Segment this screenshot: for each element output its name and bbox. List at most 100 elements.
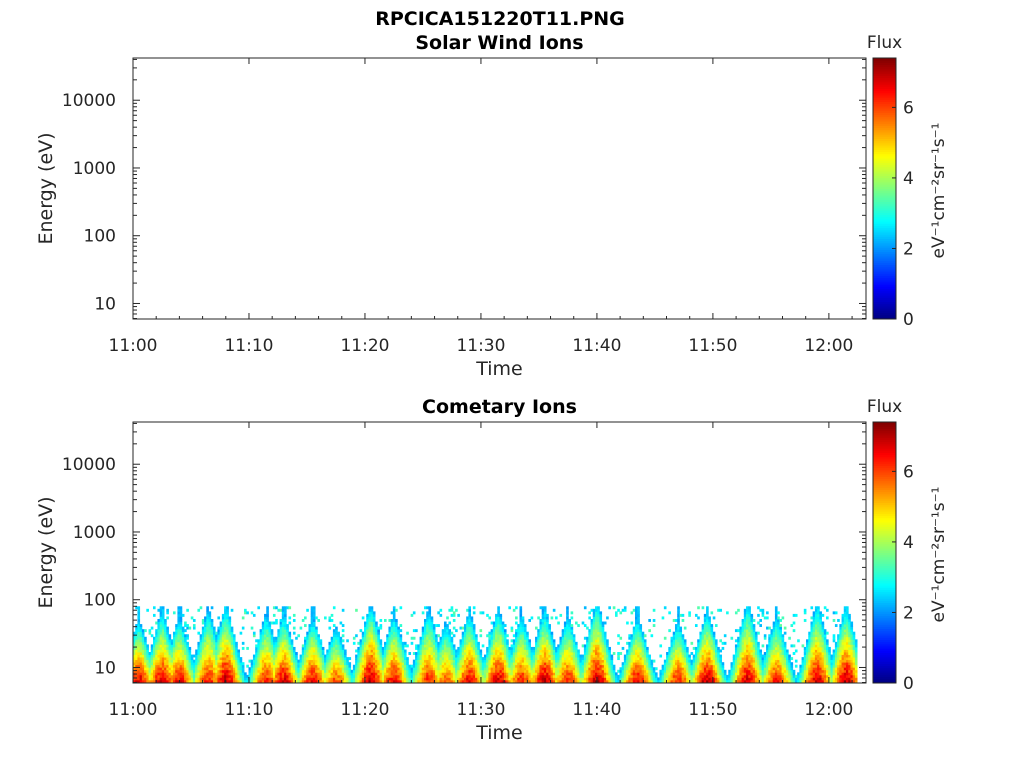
heatmap-cell <box>361 677 365 681</box>
heatmap-cell <box>281 657 285 661</box>
heatmap-cell <box>497 664 500 668</box>
heatmap-cell <box>266 664 269 668</box>
heatmap-cell <box>497 652 500 655</box>
heatmap-cell <box>139 636 143 640</box>
heatmap-cell <box>519 636 523 640</box>
heatmap-cell <box>326 654 329 658</box>
heatmap-cell <box>388 629 392 633</box>
heatmap-cell <box>426 672 429 676</box>
heatmap-cell <box>490 667 494 671</box>
heatmap-cell <box>523 679 527 683</box>
heatmap-cell <box>490 654 494 658</box>
heatmap-cell <box>312 646 316 650</box>
heatmap-cell <box>215 646 218 650</box>
heatmap-cell <box>179 646 183 650</box>
heatmap-cell <box>423 606 427 610</box>
heatmap-cell <box>372 621 376 625</box>
heatmap-cell <box>646 646 649 650</box>
heatmap-cell <box>512 677 516 681</box>
heatmap-cell <box>430 629 434 633</box>
heatmap-cell <box>157 659 161 663</box>
heatmap-cell <box>281 677 285 681</box>
heatmap-cell <box>177 646 181 650</box>
colorbar-swatch <box>873 145 896 148</box>
heatmap-cell <box>432 639 436 643</box>
colorbar-swatch <box>873 305 896 309</box>
heatmap-cell <box>606 639 609 643</box>
heatmap-cell <box>172 672 176 676</box>
heatmap-cell <box>630 674 634 678</box>
heatmap-cell <box>224 674 227 678</box>
heatmap-cell <box>381 664 385 668</box>
heatmap-cell <box>577 674 580 678</box>
heatmap-cell <box>359 677 363 681</box>
heatmap-cell <box>541 654 545 658</box>
heatmap-cell <box>315 646 318 650</box>
heatmap-cell <box>237 679 241 683</box>
heatmap-cell <box>472 674 476 678</box>
heatmap-cell <box>259 667 263 671</box>
heatmap-cell <box>608 677 611 681</box>
heatmap-cell <box>630 662 634 666</box>
heatmap-cell <box>215 634 218 638</box>
heatmap-cell <box>239 659 243 663</box>
heatmap-cell <box>348 657 352 661</box>
heatmap-cell <box>421 631 425 635</box>
heatmap-cell <box>488 674 492 678</box>
heatmap-cell <box>288 659 292 663</box>
heatmap-cell <box>257 654 261 658</box>
heatmap-cell <box>239 669 243 673</box>
heatmap-cell <box>526 672 529 676</box>
heatmap-cell <box>317 654 320 658</box>
heatmap-cell <box>388 618 392 622</box>
heatmap-cell <box>632 636 636 640</box>
heatmap-cell <box>428 618 432 622</box>
heatmap-cell <box>221 641 225 645</box>
heatmap-cell <box>275 641 278 645</box>
heatmap-cell <box>288 664 292 668</box>
heatmap-cell <box>463 674 467 678</box>
heatmap-cell <box>255 652 258 655</box>
heatmap-cell <box>606 646 609 650</box>
heatmap-cell <box>568 657 571 661</box>
heatmap-cell <box>546 621 549 625</box>
heatmap-cell <box>190 654 194 658</box>
heatmap-cell <box>361 646 365 650</box>
heatmap-cell <box>401 654 405 658</box>
heatmap-cell <box>603 649 607 653</box>
heatmap-cell <box>341 657 345 661</box>
heatmap-cell <box>617 654 620 658</box>
heatmap-cell <box>419 674 423 678</box>
heatmap-cell <box>603 662 607 666</box>
heatmap-cell <box>370 664 374 668</box>
heatmap-cell <box>366 641 369 645</box>
heatmap-cell <box>532 672 536 676</box>
heatmap-cell <box>572 654 576 658</box>
heatmap-cell <box>570 674 574 678</box>
heatmap-cell <box>266 624 269 628</box>
heatmap-cell <box>410 664 414 668</box>
heatmap-cell <box>192 626 196 630</box>
heatmap-cell <box>257 641 261 645</box>
heatmap-cell <box>146 608 149 612</box>
heatmap-cell <box>184 624 187 628</box>
heatmap-cell <box>139 626 143 630</box>
heatmap-cell <box>623 672 627 676</box>
heatmap-cell <box>228 674 232 678</box>
heatmap-cell <box>423 646 427 650</box>
heatmap-cell <box>461 677 465 681</box>
heatmap-cell <box>590 667 594 671</box>
heatmap-cell <box>566 674 569 678</box>
heatmap-cell <box>501 677 505 681</box>
heatmap-cell <box>304 679 307 683</box>
heatmap-cell <box>570 649 574 653</box>
heatmap-cell <box>450 613 454 617</box>
heatmap-cell <box>415 679 418 683</box>
heatmap-cell <box>255 654 258 658</box>
heatmap-cell <box>463 667 467 671</box>
heatmap-cell <box>335 659 338 663</box>
heatmap-cell <box>648 674 651 678</box>
heatmap-cell <box>448 652 452 655</box>
heatmap-cell <box>328 672 332 676</box>
heatmap-cell <box>361 667 365 671</box>
